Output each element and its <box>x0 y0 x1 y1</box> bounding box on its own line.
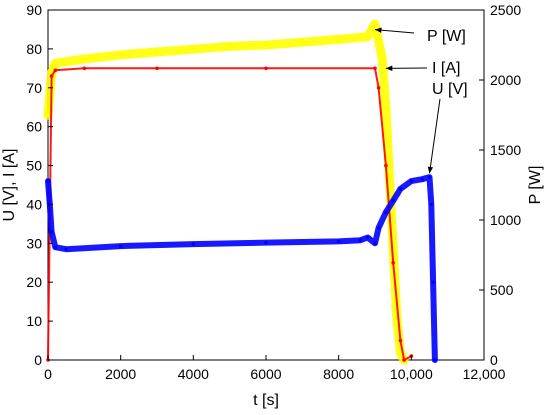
data-point-uv <box>358 238 363 242</box>
data-point-pw <box>373 22 377 26</box>
x-tick-label: 6000 <box>250 366 281 382</box>
annotation-layer: P [W] I [A] U [V] <box>374 27 468 174</box>
data-point-uv <box>46 179 50 183</box>
x-tick-label: 10,000 <box>390 366 433 382</box>
y-right-tick-label: 2000 <box>490 72 521 88</box>
annotation-label: I [A] <box>432 60 460 77</box>
data-point-pw <box>227 44 232 49</box>
data-point-ia <box>376 86 381 90</box>
y-left-tick-label: 90 <box>26 2 42 18</box>
y-right-tick-label: 0 <box>490 352 498 368</box>
data-point-ia <box>155 66 159 71</box>
data-point-ia <box>373 66 377 71</box>
annotation-arrowhead <box>385 65 393 72</box>
data-point-uv <box>376 226 381 230</box>
data-point-pw <box>398 351 403 355</box>
data-point-pw <box>53 61 58 65</box>
data-point-uv <box>365 235 370 240</box>
y-right-tick-label: 1000 <box>490 212 521 228</box>
data-point-ia <box>391 261 396 265</box>
series-line-ia <box>47 67 413 361</box>
annotation-arrow-line <box>429 98 441 174</box>
y-left-tick-label: 0 <box>34 352 42 368</box>
data-point-pw <box>264 43 268 47</box>
data-point-ia <box>384 163 388 168</box>
data-point-uv <box>191 242 196 246</box>
series-layer <box>43 19 438 365</box>
data-point-uv <box>373 241 377 246</box>
data-point-pw <box>82 57 87 61</box>
data-point-uv <box>391 198 396 203</box>
data-point-pw <box>46 113 50 117</box>
data-point-ia <box>402 358 406 362</box>
data-point-uv <box>409 179 414 183</box>
y-left-axis-label: U [V], I [A] <box>1 149 18 222</box>
data-point-pw <box>300 40 305 44</box>
y-left-tick-label: 50 <box>26 158 42 174</box>
x-tick-label: 2000 <box>105 366 136 382</box>
y-left-tick-label: 40 <box>26 196 42 212</box>
y-left-tick-label: 70 <box>26 80 42 96</box>
y-left-tick-label: 20 <box>26 274 42 290</box>
y-left-tick-label: 10 <box>26 313 42 329</box>
data-point-uv <box>53 245 58 249</box>
data-point-uv <box>431 280 435 285</box>
annotation-arrowhead <box>427 166 434 174</box>
data-point-pw <box>384 106 388 110</box>
annotation-label: P [W] <box>427 28 466 45</box>
data-point-ia <box>53 68 58 73</box>
data-point-pw <box>336 37 341 42</box>
data-point-uv <box>336 239 341 244</box>
y-left-tick-label: 80 <box>26 41 42 57</box>
data-point-uv <box>49 229 54 234</box>
data-point-pw <box>380 57 385 61</box>
data-point-uv <box>384 210 388 214</box>
annotation-arrow-line <box>374 29 415 34</box>
data-point-pw <box>118 53 123 57</box>
y-right-tick-label: 1500 <box>490 142 521 158</box>
y-right-tick-label: 2500 <box>490 2 521 18</box>
data-point-ia <box>264 66 268 71</box>
data-point-uv <box>429 202 434 207</box>
y-right-axis-label: P [W] <box>527 166 544 205</box>
data-point-ia <box>398 338 403 343</box>
data-point-ia <box>49 74 54 78</box>
x-tick-label: 8000 <box>323 366 354 382</box>
data-point-ia <box>82 66 87 71</box>
data-point-uv <box>420 177 425 181</box>
x-axis-label: t [s] <box>253 392 279 409</box>
series-line-uv <box>45 174 438 363</box>
data-point-pw <box>365 34 370 39</box>
x-tick-label: 4000 <box>178 366 209 382</box>
data-point-uv <box>433 358 437 362</box>
y-right-tick-label: 500 <box>490 282 514 298</box>
data-point-pw <box>155 50 159 54</box>
annotation-label: U [V] <box>432 81 468 98</box>
data-point-uv <box>427 175 432 179</box>
series-line-pw <box>43 19 409 365</box>
y-left-tick-label: 30 <box>26 235 42 251</box>
data-point-uv <box>64 247 68 251</box>
data-point-uv <box>264 240 268 245</box>
data-point-pw <box>387 176 392 180</box>
plot-frame <box>47 9 485 361</box>
x-tick-label: 12,000 <box>463 366 506 382</box>
y-left-tick-label: 60 <box>26 119 42 135</box>
data-point-uv <box>398 187 403 191</box>
axes-layer: 0 2000 4000 6000 8000 10,000 12,00001020304050… <box>26 2 521 382</box>
data-point-uv <box>118 244 123 248</box>
annotation-arrowhead <box>375 27 382 33</box>
data-point-pw <box>191 47 196 51</box>
x-tick-label: 0 <box>44 366 52 382</box>
